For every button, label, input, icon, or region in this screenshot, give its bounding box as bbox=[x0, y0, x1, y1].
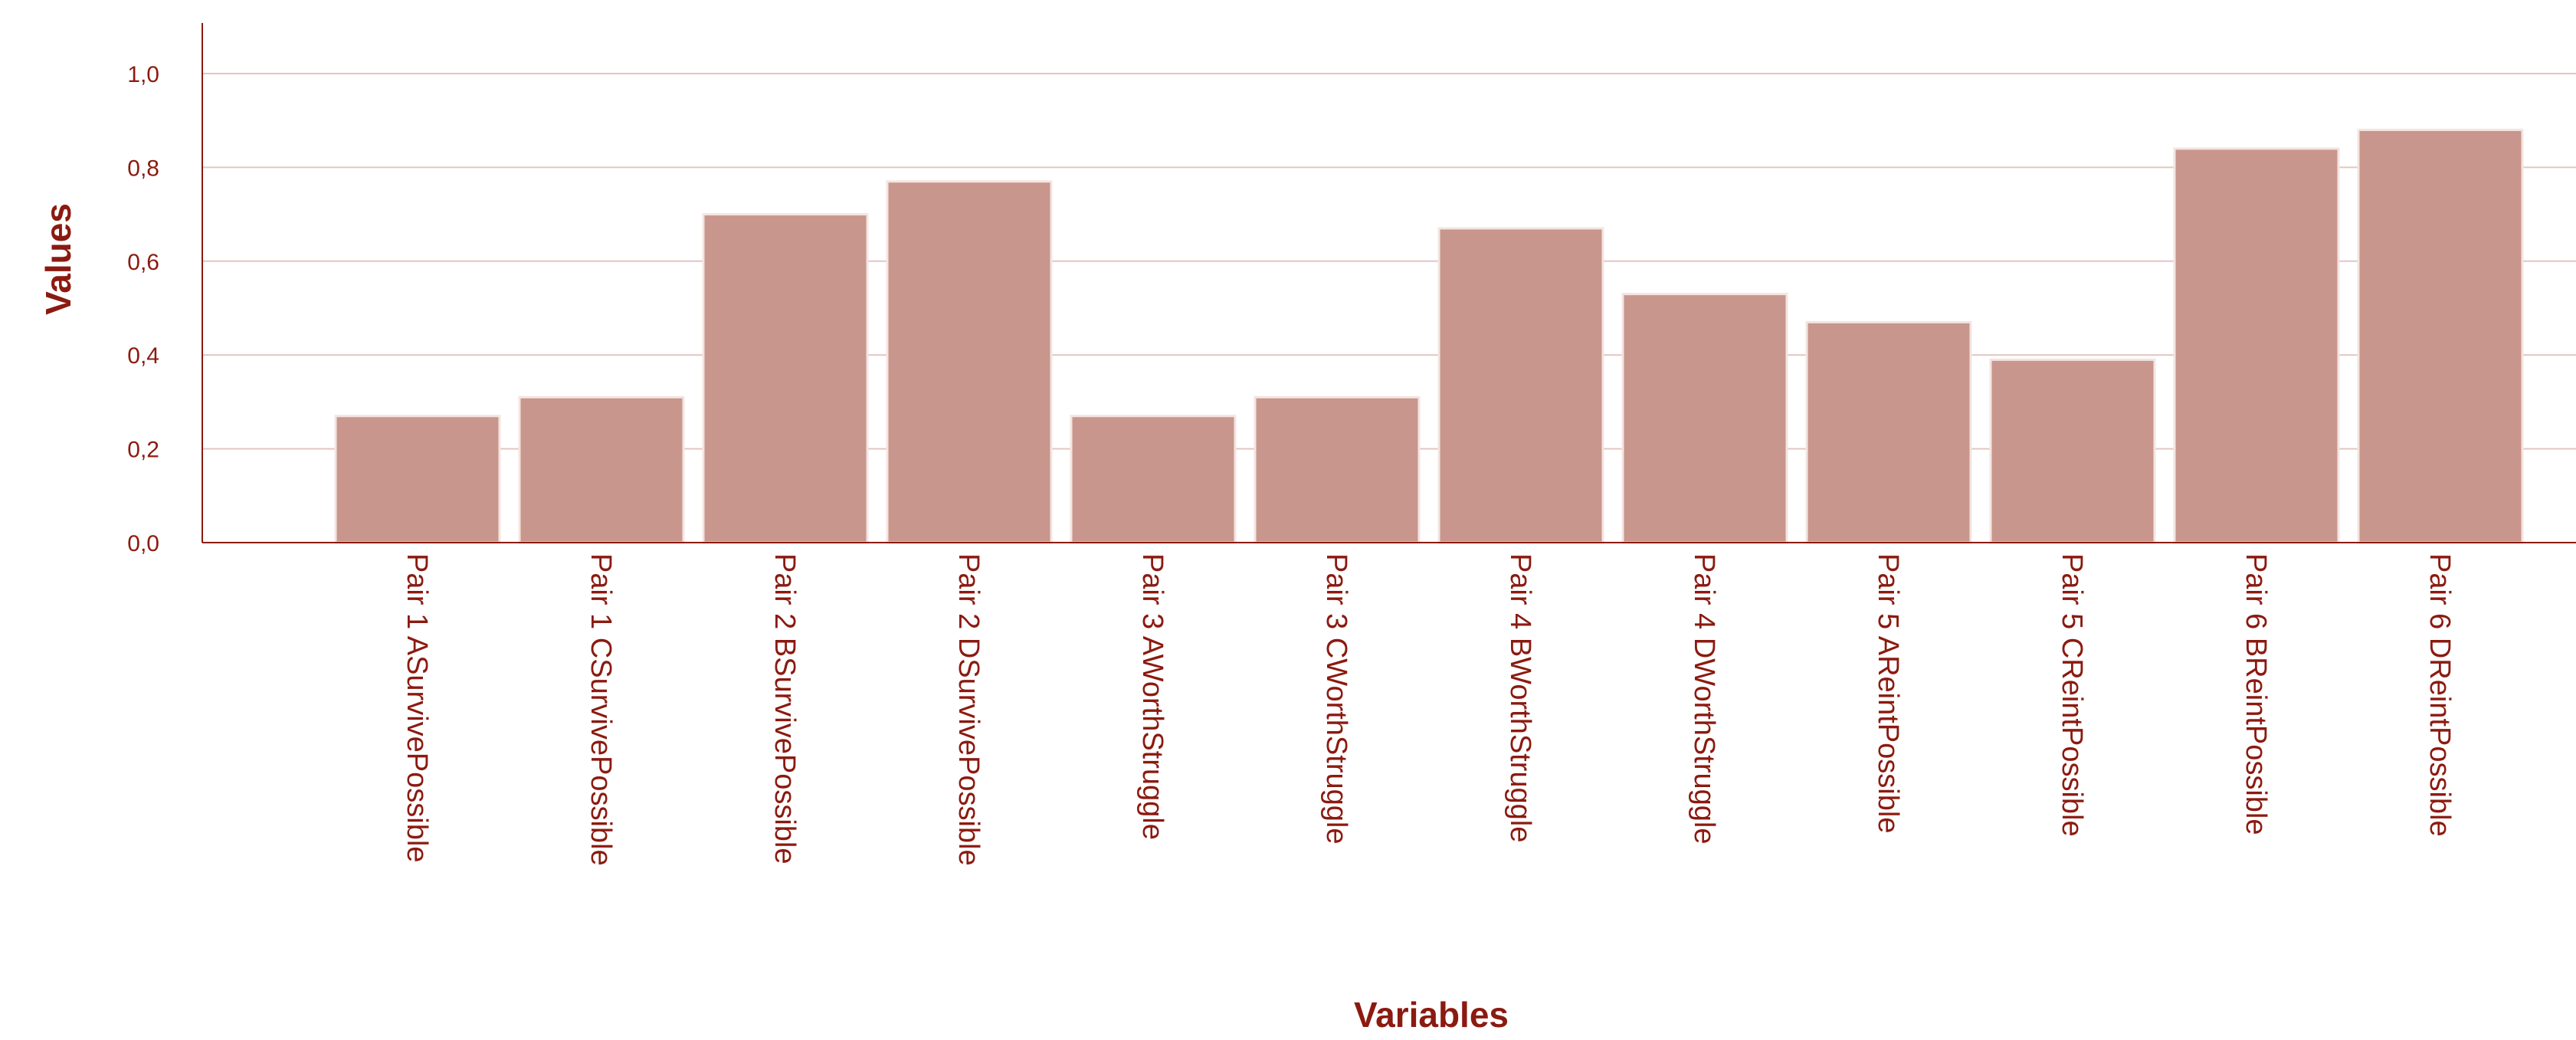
x-category-label: Pair 6 DReintPossible bbox=[2424, 553, 2456, 837]
x-category-label: Pair 1 CSurvivePossible bbox=[585, 553, 617, 866]
bars bbox=[334, 128, 2524, 544]
bar bbox=[334, 415, 501, 544]
y-tick-label: 0,6 bbox=[127, 250, 159, 275]
x-axis-title: Variables bbox=[1354, 995, 1509, 1035]
bar bbox=[702, 213, 869, 544]
y-tick-labels: 0,0 0,2 0,4 0,6 0,8 1,0 bbox=[127, 62, 159, 556]
x-category-label: Pair 2 BSurvivePossible bbox=[769, 553, 801, 864]
bar bbox=[1254, 395, 1421, 544]
y-axis-title: Values bbox=[38, 203, 78, 315]
y-tick-label: 0,4 bbox=[127, 343, 159, 369]
x-category-label: Pair 5 AReintPossible bbox=[1872, 553, 1904, 833]
y-tick-label: 0,8 bbox=[127, 156, 159, 181]
bar bbox=[886, 180, 1053, 544]
bar bbox=[1070, 415, 1237, 544]
x-category-labels: Pair 1 ASurvivePossible Pair 1 CSurvivePo… bbox=[401, 553, 2456, 866]
x-category-label: Pair 6 BReintPossible bbox=[2240, 553, 2272, 835]
bar bbox=[1805, 320, 1972, 544]
x-category-label: Pair 3 CWorthStruggle bbox=[1320, 553, 1352, 844]
bar bbox=[1621, 293, 1788, 544]
bar bbox=[2357, 128, 2524, 544]
bar bbox=[518, 395, 685, 544]
y-tick-label: 0,0 bbox=[127, 531, 159, 556]
y-tick-label: 1,0 bbox=[127, 62, 159, 87]
x-category-label: Pair 3 AWorthStruggle bbox=[1136, 553, 1168, 840]
bar bbox=[1989, 358, 2156, 544]
bar bbox=[1437, 227, 1604, 544]
bar bbox=[2173, 147, 2340, 544]
x-category-label: Pair 5 CReintPossible bbox=[2056, 553, 2088, 837]
x-category-label: Pair 4 DWorthStruggle bbox=[1688, 553, 1720, 844]
x-category-label: Pair 2 DSurvivePossible bbox=[952, 553, 985, 866]
x-category-label: Pair 1 ASurvivePossible bbox=[401, 553, 433, 862]
y-tick-label: 0,2 bbox=[127, 438, 159, 463]
x-category-label: Pair 4 BWorthStruggle bbox=[1504, 553, 1536, 842]
